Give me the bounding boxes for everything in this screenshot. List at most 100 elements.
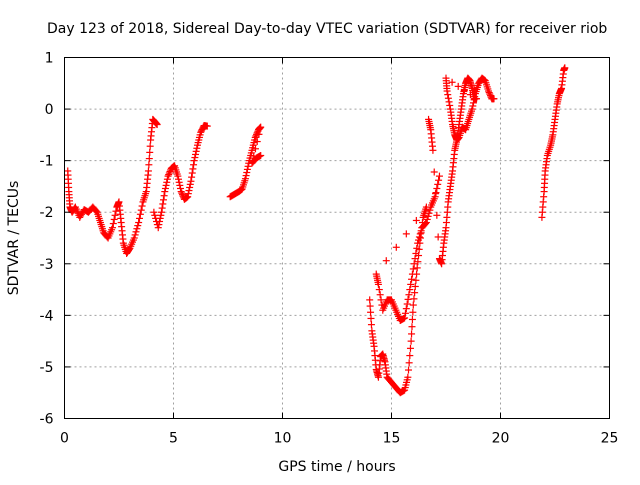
data-point-marker — [186, 183, 194, 191]
x-tick-label: 10 — [274, 431, 292, 447]
data-point-marker — [131, 231, 139, 239]
data-point-marker — [192, 150, 200, 158]
data-point-marker — [429, 146, 437, 154]
data-point-marker — [469, 99, 477, 107]
data-point-marker — [188, 173, 196, 181]
data-point-marker — [460, 87, 468, 95]
data-point-marker — [132, 228, 140, 236]
data-point-marker — [158, 204, 166, 212]
data-point-marker — [192, 147, 200, 155]
x-tick-label: 0 — [60, 431, 69, 447]
data-point-marker — [366, 302, 374, 310]
y-tick-label: 0 — [45, 102, 54, 118]
data-point-marker — [470, 96, 478, 104]
data-point-marker — [412, 216, 420, 224]
data-point-marker — [161, 184, 169, 192]
data-point-marker — [176, 181, 184, 189]
data-point-marker — [157, 211, 165, 219]
data-point-marker — [145, 155, 153, 163]
data-point-marker — [408, 330, 416, 338]
data-point-marker — [243, 165, 251, 173]
y-tick-label: -1 — [40, 154, 54, 170]
data-point-marker — [561, 64, 569, 72]
data-point-marker — [444, 94, 452, 102]
data-point-marker — [366, 296, 374, 304]
data-point-marker — [433, 184, 441, 192]
data-point-marker — [454, 82, 462, 90]
data-point-marker — [159, 200, 167, 208]
data-point-marker — [446, 101, 454, 109]
data-point-marker — [402, 230, 410, 238]
data-markers — [64, 64, 569, 397]
data-point-marker — [414, 239, 422, 247]
data-point-marker — [174, 172, 182, 180]
data-point-marker — [435, 172, 443, 180]
data-point-marker — [448, 78, 456, 86]
data-point-marker — [112, 207, 120, 215]
data-point-marker — [203, 122, 211, 130]
data-point-marker — [144, 167, 152, 175]
data-point-marker — [411, 282, 419, 290]
data-point-marker — [374, 280, 382, 288]
data-point-marker — [434, 180, 442, 188]
data-point-marker — [415, 233, 423, 241]
data-point-marker — [409, 308, 417, 316]
data-point-marker — [382, 257, 390, 265]
x-tick-label: 5 — [169, 431, 178, 447]
data-point-marker — [408, 323, 416, 331]
axis-ticks: 0 5 10 15 20 25 -6 -5 -4 -3 -2 -1 0 1 — [40, 51, 619, 447]
data-point-marker — [165, 169, 173, 177]
data-point-marker — [406, 352, 414, 360]
data-point-marker — [159, 196, 167, 204]
data-point-marker — [485, 87, 493, 95]
x-tick-label: 25 — [601, 431, 619, 447]
data-point-marker — [163, 178, 171, 186]
data-point-marker — [252, 132, 260, 140]
data-point-marker — [445, 98, 453, 106]
data-point-marker — [422, 219, 430, 227]
data-point-marker — [410, 295, 418, 303]
data-point-marker — [184, 190, 192, 198]
data-point-marker — [145, 161, 153, 169]
data-point-marker — [166, 167, 174, 175]
data-point-marker — [135, 219, 143, 227]
data-point-marker — [406, 344, 414, 352]
data-point-marker — [150, 208, 158, 216]
data-point-marker — [469, 102, 477, 110]
y-axis-label: SDTVAR / TECUs — [6, 181, 22, 296]
data-point-marker — [413, 264, 421, 272]
data-point-marker — [156, 214, 164, 222]
data-point-marker — [188, 169, 196, 177]
data-point-marker — [471, 93, 479, 101]
data-point-marker — [367, 314, 375, 322]
data-point-marker — [401, 314, 409, 322]
data-point-marker — [158, 208, 166, 216]
data-point-marker — [413, 244, 421, 252]
data-point-marker — [244, 162, 252, 170]
data-point-marker — [163, 175, 171, 183]
data-point-marker — [443, 87, 451, 95]
data-point-marker — [154, 224, 162, 232]
chart-title: Day 123 of 2018, Sidereal Day-to-day VTE… — [47, 21, 607, 37]
data-point-marker — [242, 172, 250, 180]
data-point-marker — [190, 161, 198, 169]
data-point-marker — [405, 366, 413, 374]
data-point-marker — [367, 308, 375, 316]
data-point-marker — [130, 234, 138, 242]
data-point-marker — [190, 157, 198, 165]
data-point-marker — [257, 151, 265, 159]
data-point-marker — [177, 188, 185, 196]
data-point-marker — [402, 305, 410, 313]
data-point-marker — [137, 206, 145, 214]
data-point-marker — [425, 209, 433, 217]
data-point-marker — [405, 359, 413, 367]
plot-frame — [64, 57, 610, 419]
data-point-marker — [138, 202, 146, 210]
data-point-marker — [411, 255, 419, 263]
y-tick-label: -5 — [40, 360, 54, 376]
data-point-marker — [178, 189, 186, 197]
data-point-marker — [241, 175, 249, 183]
data-point-marker — [111, 211, 119, 219]
